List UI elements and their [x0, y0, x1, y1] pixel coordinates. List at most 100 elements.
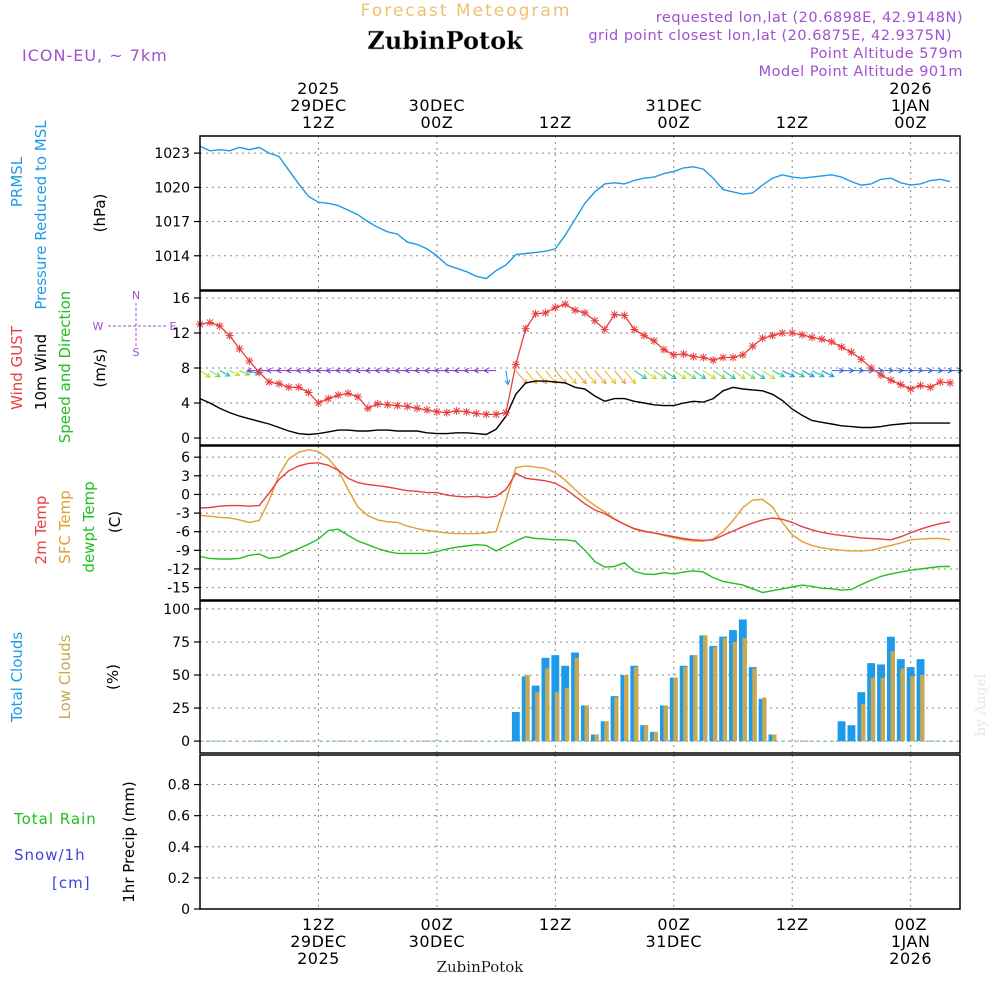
- gust-marker: [245, 357, 254, 365]
- gust-marker: [640, 331, 649, 340]
- wind-arrow-head: [620, 378, 627, 385]
- gust-marker: [758, 334, 767, 343]
- gust-marker: [492, 410, 501, 419]
- clouds-unit: (%): [104, 664, 122, 690]
- gust-marker: [699, 353, 708, 362]
- wind-arrow-head: [344, 367, 351, 374]
- pressure-series: [199, 145, 951, 280]
- wind-arrow-head: [720, 373, 727, 380]
- wind-arrow: [209, 370, 221, 378]
- y-tick-label: 50: [172, 668, 190, 684]
- gust-marker: [344, 389, 353, 398]
- wind-arrow: [554, 370, 567, 384]
- y-tick-label: 1017: [154, 215, 190, 231]
- wind-arrow: [782, 370, 795, 378]
- wind-arrow-head: [443, 367, 450, 374]
- gust-marker: [215, 322, 224, 330]
- wind-arrow-head: [423, 367, 430, 374]
- pressure-unit: (hPa): [91, 194, 109, 233]
- wind-arrow-head: [730, 373, 736, 380]
- gust-marker: [304, 388, 313, 397]
- gust-marker: [620, 311, 629, 320]
- gust-marker: [896, 380, 905, 389]
- gust-marker: [462, 407, 471, 416]
- low-cloud-bar: [742, 638, 747, 742]
- temperature-y-ticks: 6 3 0 -3 -6 -9 -12 -15: [167, 450, 200, 597]
- gust-marker: [827, 337, 836, 346]
- gust-marker: [669, 350, 678, 359]
- pressure-label-long: Pressure Reduced to MSL: [32, 120, 50, 310]
- wind-arrow-head: [315, 367, 321, 374]
- wind-arrow-head: [799, 372, 806, 378]
- time-axis-label: 30DEC: [409, 932, 465, 951]
- gust-marker: [284, 383, 293, 392]
- low-cloud-bar: [722, 638, 728, 742]
- time-axis-label: 12Z: [302, 113, 335, 132]
- gust-marker: [788, 329, 797, 337]
- wind-arrow: [229, 370, 240, 376]
- gust-marker: [511, 360, 520, 369]
- gust-marker: [946, 378, 955, 387]
- wind-arrow: [624, 370, 636, 384]
- gust-marker: [877, 371, 886, 379]
- gust-marker: [393, 401, 402, 410]
- pressure-panel: 1014 1017 1020 1023 PRMSL Pressure Reduced …: [8, 120, 961, 310]
- low-cloud-bar: [554, 692, 560, 742]
- y-tick-label: 100: [163, 602, 190, 618]
- gust-marker: [561, 300, 570, 309]
- time-axis-label: 31DEC: [646, 96, 702, 115]
- credit-watermark: by Angel: [973, 673, 989, 736]
- y-tick-label: 12: [172, 326, 190, 342]
- wind-frame: [199, 290, 961, 446]
- wind-arrow-head: [581, 378, 587, 385]
- temperature-panel: 6 3 0 -3 -6 -9 -12 -15 2m Temp SFC Temp dewpt T…: [32, 445, 961, 601]
- total-cloud-bar: [511, 712, 520, 742]
- wind-arrow: [742, 370, 756, 380]
- low-cloud-bar: [900, 668, 905, 742]
- gust-marker: [650, 336, 659, 345]
- temp-2m-label: 2m Temp: [32, 496, 50, 565]
- wind-arrow-head: [690, 373, 697, 380]
- gust-marker: [798, 330, 807, 339]
- gust-marker: [571, 306, 580, 315]
- time-axis-label: 2025: [297, 79, 340, 98]
- time-axis-label: 1JAN: [891, 96, 931, 115]
- pressure-label-short: PRMSL: [8, 156, 26, 207]
- wind-arrow-head: [957, 367, 964, 374]
- y-tick-label: 6: [181, 450, 190, 466]
- wind-arrow: [821, 370, 835, 378]
- wind-direction-arrows: [199, 367, 964, 386]
- low-cloud-bar: [653, 731, 658, 742]
- gust-marker: [906, 385, 915, 393]
- gust-marker: [274, 379, 283, 388]
- temperature-unit: (C): [106, 511, 124, 533]
- temp-dewpt-label: dewpt Temp: [80, 481, 98, 572]
- time-axis-label: 00Z: [420, 915, 453, 934]
- wind-arrow-head: [384, 367, 391, 374]
- gust-marker: [807, 333, 816, 342]
- gust-marker: [778, 329, 787, 337]
- gust-marker: [857, 355, 866, 364]
- wind-arrow: [673, 370, 687, 380]
- wind-arrow-head: [463, 367, 470, 374]
- gust-marker: [768, 331, 777, 340]
- wind-arrow-head: [473, 367, 479, 374]
- y-tick-label: 0.6: [168, 809, 190, 825]
- wind-10m-line: [199, 380, 951, 436]
- wind-arrow: [752, 370, 766, 380]
- wind-arrow-head: [246, 367, 252, 374]
- gust-marker: [659, 345, 668, 354]
- wind-unit: (m/s): [91, 348, 109, 387]
- low-cloud-bar: [643, 725, 649, 742]
- gust-marker: [294, 383, 303, 392]
- wind-arrow-head: [404, 367, 410, 374]
- wind-arrow-head: [265, 367, 272, 374]
- precip-panel: 0 0.2 0.4 0.6 0.8 Total Rain Snow/1h [cm] 1h…: [13, 754, 961, 918]
- pressure-frame: [199, 135, 961, 291]
- time-axis-label: 2026: [889, 79, 932, 98]
- y-tick-label: 0: [181, 431, 190, 447]
- gust-marker: [679, 350, 688, 358]
- low-cloud-bar: [683, 667, 688, 742]
- y-tick-label: 0: [181, 487, 190, 503]
